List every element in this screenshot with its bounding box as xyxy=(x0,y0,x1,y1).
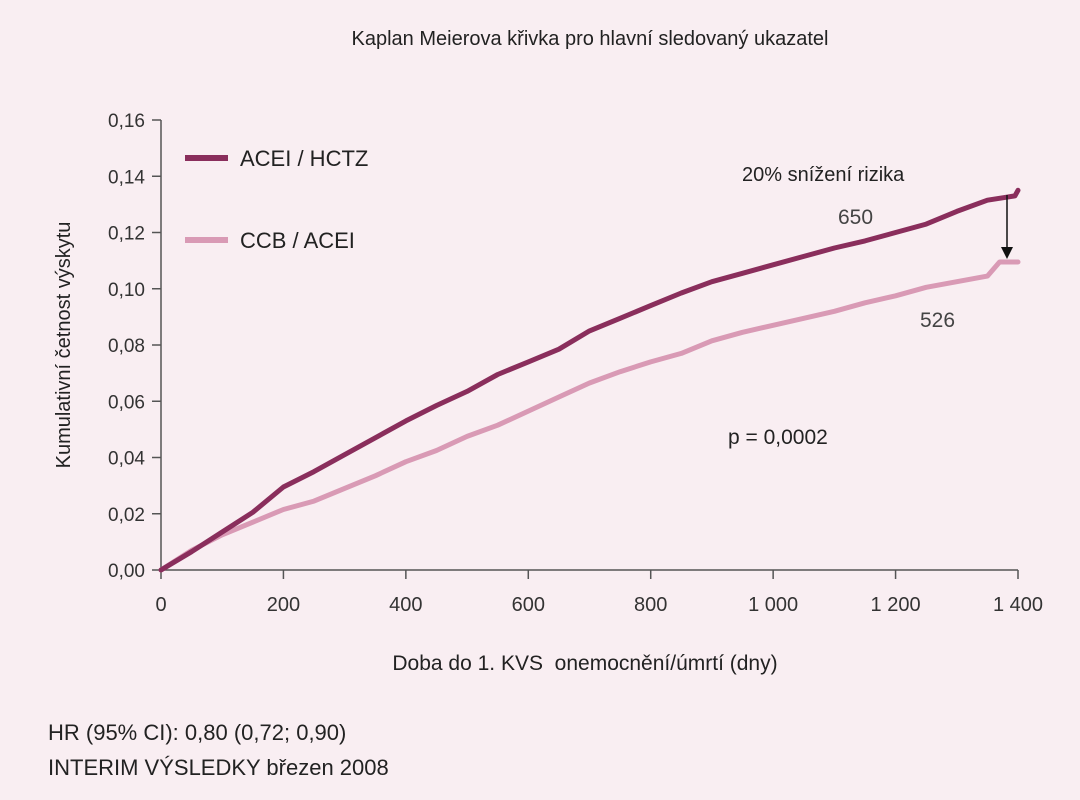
x-tick-label: 1 400 xyxy=(993,594,1043,616)
end-label-ccb-acei: 526 xyxy=(920,309,955,332)
chart-title: Kaplan Meierova křivka pro hlavní sledov… xyxy=(352,28,829,50)
risk-reduction-annotation: 20% snížení rizika xyxy=(742,164,905,186)
y-axis-label: Kumulativní četnost výskytu xyxy=(53,222,75,469)
x-tick-label: 600 xyxy=(512,594,545,616)
y-tick-label: 0,00 xyxy=(108,561,145,582)
y-tick-label: 0,08 xyxy=(108,336,145,357)
series-line-ccb-acei xyxy=(158,259,1021,573)
series-line-acei-hctz xyxy=(158,187,1021,573)
series-lines xyxy=(158,187,1021,573)
y-tick-label: 0,06 xyxy=(108,392,145,413)
y-tick-label: 0,12 xyxy=(108,224,145,245)
legend-label-acei-hctz: ACEI / HCTZ xyxy=(240,146,368,171)
x-tick-label: 0 xyxy=(155,594,166,616)
p-value-annotation: p = 0,0002 xyxy=(728,426,828,449)
interim-results-note: INTERIM VÝSLEDKY březen 2008 xyxy=(48,755,389,780)
x-axis-label: Doba do 1. KVS onemocnění/úmrtí (dny) xyxy=(392,652,777,675)
axes xyxy=(160,120,1018,571)
legend-label-ccb-acei: CCB / ACEI xyxy=(240,228,355,253)
y-tick-label: 0,04 xyxy=(108,449,145,470)
x-tick-label: 200 xyxy=(267,594,300,616)
x-ticks: 0 200 400 600 800 1 000 1 200 1 400 xyxy=(155,570,1043,616)
y-tick-label: 0,14 xyxy=(108,167,145,188)
risk-arrow-head xyxy=(1001,247,1013,259)
end-label-acei-hctz: 650 xyxy=(838,206,873,229)
legend: ACEI / HCTZ CCB / ACEI xyxy=(185,146,368,253)
x-tick-label: 400 xyxy=(389,594,422,616)
x-tick-label: 1 200 xyxy=(871,594,921,616)
x-tick-label: 1 000 xyxy=(748,594,798,616)
y-ticks: 0,00 0,02 0,04 0,06 0,08 0,10 0,12 0,14 0,16 xyxy=(108,111,161,582)
x-tick-label: 800 xyxy=(634,594,667,616)
hazard-ratio-note: HR (95% CI): 0,80 (0,72; 0,90) xyxy=(48,720,347,745)
y-tick-label: 0,16 xyxy=(108,111,145,132)
y-tick-label: 0,10 xyxy=(108,280,145,301)
y-tick-label: 0,02 xyxy=(108,505,145,526)
